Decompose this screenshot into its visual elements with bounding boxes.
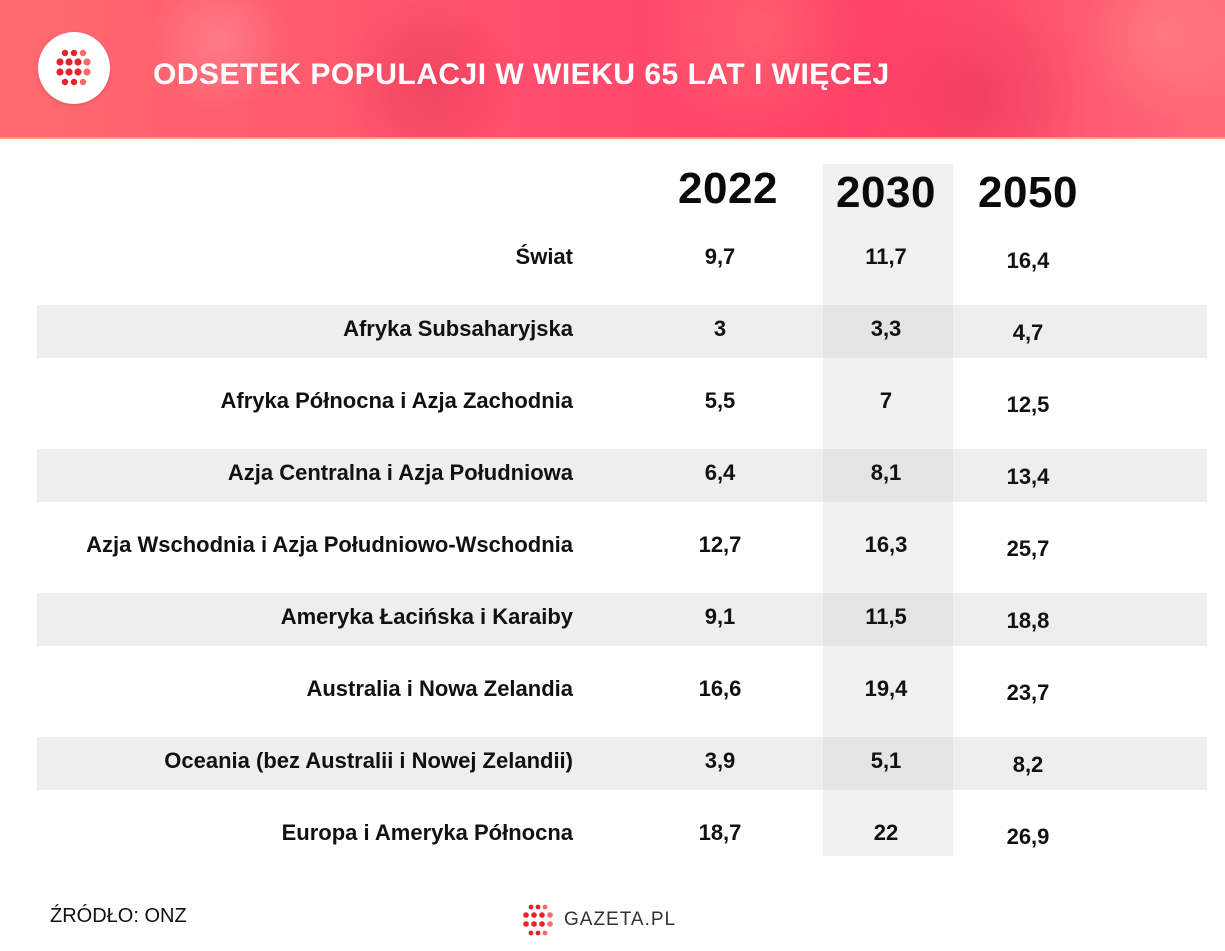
source-note: ŹRÓDŁO: ONZ (50, 905, 187, 927)
row-band (37, 305, 1207, 358)
value-cell-2022: 3 (713, 316, 727, 341)
column-header-2030: 2030 (836, 168, 936, 217)
row-label: Azja Centralna i Azja Południowa (227, 460, 573, 485)
column-header-2022: 2022 (678, 164, 778, 213)
value-cell-2022: 6,4 (704, 460, 736, 485)
value-cell-2030: 5,1 (870, 748, 902, 773)
gazeta-dots-icon (56, 49, 91, 86)
row-label: Świat (515, 244, 573, 269)
brand-name: GAZETA.PL (564, 909, 677, 930)
value-cell-2050: 4,7 (1012, 320, 1044, 345)
value-cell-2022: 3,9 (704, 748, 736, 773)
row-label: Azja Wschodnia i Azja Południowo-Wschodn… (86, 532, 573, 557)
value-cell-2050: 13,4 (1006, 464, 1050, 489)
value-cell-2022: 16,6 (698, 676, 742, 701)
value-cell-2022: 9,7 (704, 244, 736, 269)
row-band-highlight (823, 737, 953, 790)
value-cell-2030: 8,1 (870, 460, 902, 485)
row-label: Australia i Nowa Zelandia (306, 676, 573, 701)
gazeta-logo (38, 32, 110, 104)
value-cell-2050: 26,9 (1006, 824, 1050, 849)
value-cell-2030: 16,3 (864, 532, 908, 557)
row-label: Europa i Ameryka Północna (281, 820, 573, 845)
row-band (37, 593, 1207, 646)
row-label: Afryka Północna i Azja Zachodnia (220, 388, 573, 413)
row-band-highlight (823, 593, 953, 646)
value-cell-2030: 19,4 (864, 676, 908, 701)
value-cell-2022: 12,7 (698, 532, 742, 557)
row-band (37, 737, 1207, 790)
row-band-highlight (823, 305, 953, 358)
value-cell-2050: 8,2 (1012, 752, 1044, 777)
column-header-2050: 2050 (978, 168, 1078, 217)
value-cell-2022: 9,1 (704, 604, 736, 629)
header-banner (0, 0, 1225, 138)
value-cell-2030: 22 (873, 820, 899, 845)
row-label: Ameryka Łacińska i Karaiby (280, 604, 573, 629)
row-band (37, 449, 1207, 502)
value-cell-2050: 18,8 (1006, 608, 1050, 633)
value-cell-2050: 25,7 (1006, 536, 1050, 561)
value-cell-2030: 3,3 (870, 316, 902, 341)
row-label: Afryka Subsaharyjska (343, 316, 573, 341)
value-cell-2030: 11,5 (865, 604, 907, 629)
row-label: Oceania (bez Australii i Nowej Zelandii) (164, 748, 573, 773)
header-divider (0, 137, 1225, 139)
value-cell-2050: 16,4 (1006, 248, 1050, 273)
value-cell-2030: 7 (879, 388, 893, 413)
chart-title: ODSETEK POPULACJI W WIEKU 65 LAT I WIĘCE… (153, 58, 890, 91)
value-cell-2022: 5,5 (704, 388, 736, 413)
value-cell-2050: 23,7 (1006, 680, 1050, 705)
row-band-highlight (823, 449, 953, 502)
value-cell-2030: 11,7 (865, 244, 907, 269)
value-cell-2022: 18,7 (698, 820, 742, 845)
gazeta-dots-icon (523, 904, 553, 936)
value-cell-2050: 12,5 (1006, 392, 1050, 417)
